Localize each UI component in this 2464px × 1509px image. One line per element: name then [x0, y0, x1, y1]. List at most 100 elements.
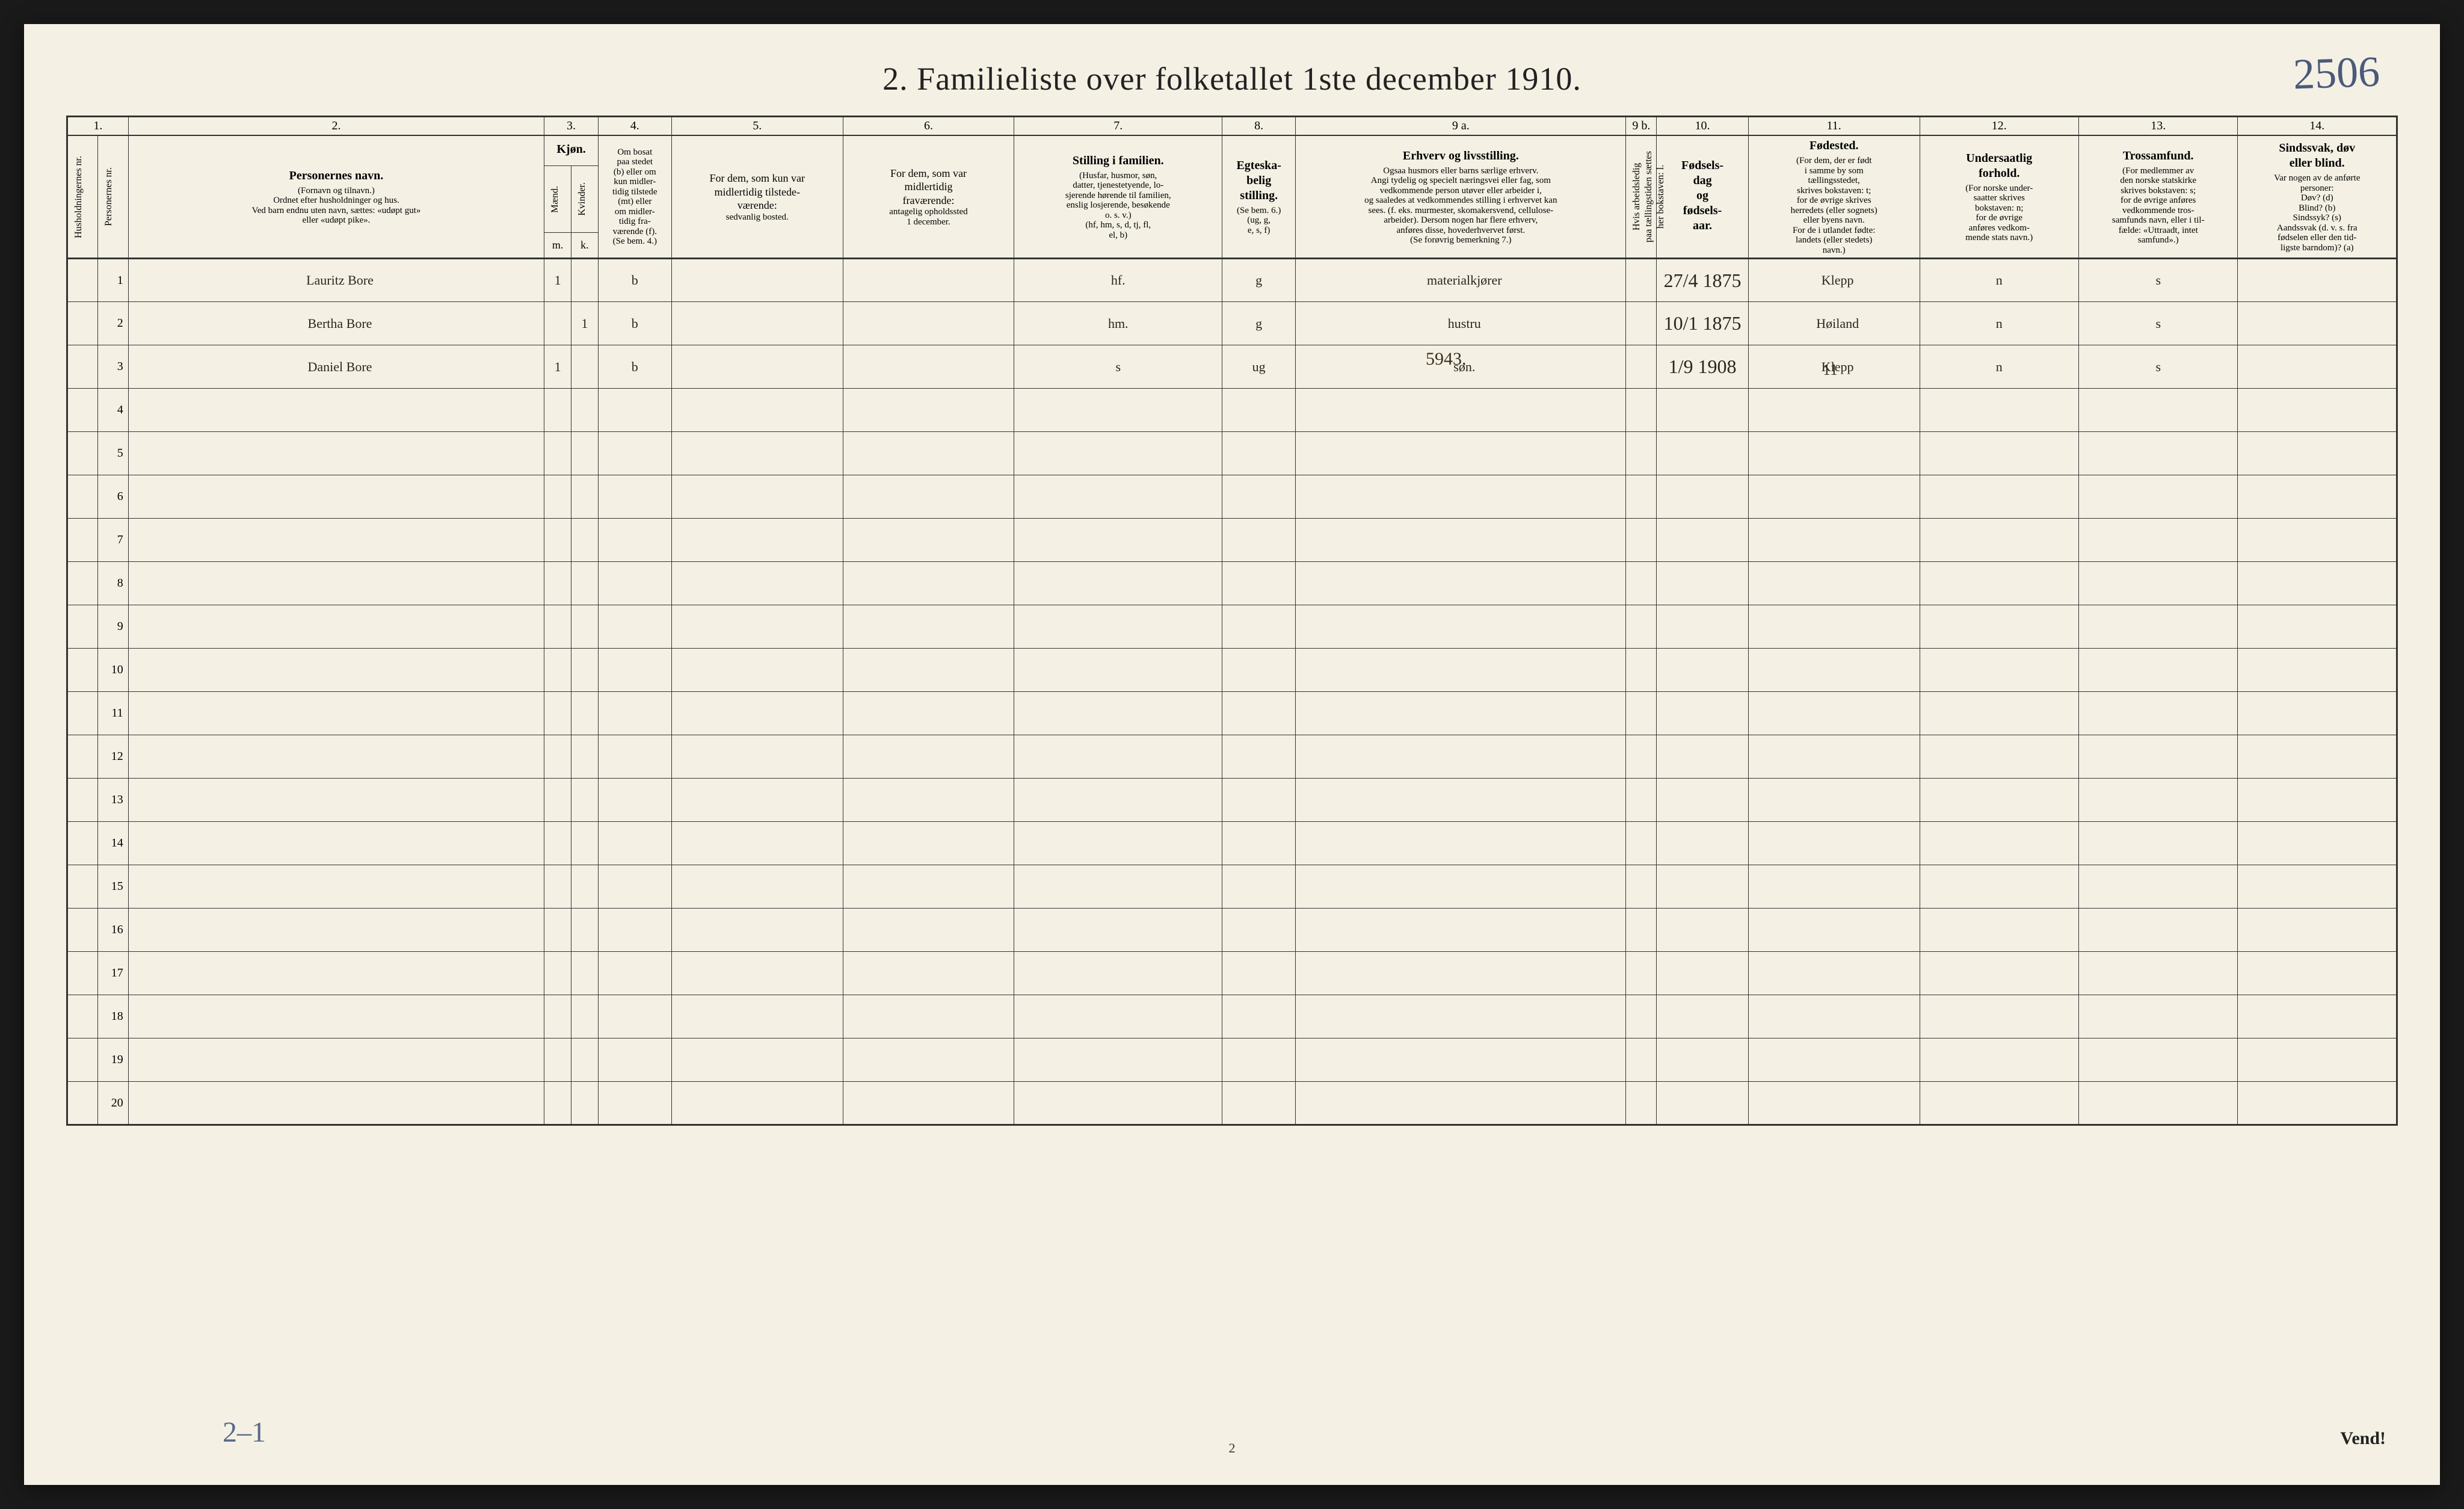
- cell: b: [598, 259, 671, 302]
- cell: [2079, 562, 2238, 605]
- cell: [128, 649, 544, 692]
- column-number: 13.: [2079, 117, 2238, 136]
- cell: [2079, 779, 2238, 822]
- cell: [598, 1082, 671, 1125]
- cell: [671, 519, 843, 562]
- cell: [571, 735, 599, 779]
- cell: [598, 605, 671, 649]
- column-number: 10.: [1657, 117, 1749, 136]
- column-number: 6.: [843, 117, 1014, 136]
- cell: [1920, 995, 2078, 1038]
- cell: [2079, 649, 2238, 692]
- cell: [544, 952, 571, 995]
- cell: [128, 432, 544, 475]
- cell: [1296, 432, 1626, 475]
- cell: [1222, 1038, 1296, 1082]
- cell: [1014, 562, 1222, 605]
- col-maend: Mænd.: [548, 180, 562, 219]
- cell: [1014, 822, 1222, 865]
- cell: [598, 475, 671, 519]
- cell: [2079, 605, 2238, 649]
- cell: [843, 995, 1014, 1038]
- cell: [1748, 1038, 1920, 1082]
- cell: [671, 432, 843, 475]
- cell: [1222, 475, 1296, 519]
- cell: [671, 649, 843, 692]
- cell: 12: [97, 735, 128, 779]
- cell: [1222, 822, 1296, 865]
- col-husholdning-nr: Husholdningernes nr.: [72, 150, 86, 244]
- cell: [1748, 649, 1920, 692]
- table-row-empty: 20: [67, 1082, 2397, 1125]
- cell: [1014, 735, 1222, 779]
- cell: [1014, 1038, 1222, 1082]
- cell: [598, 909, 671, 952]
- table-row: 2Bertha Bore1bhm.ghustru10/1 1875Høiland…: [67, 302, 2397, 345]
- cell: [1626, 432, 1657, 475]
- page-title: 2. Familieliste over folketallet 1ste de…: [66, 60, 2398, 97]
- cell: [1014, 909, 1222, 952]
- cell: [598, 952, 671, 995]
- cell: 9: [97, 605, 128, 649]
- census-table: 1.2.3.4.5.6.7.8.9 a.9 b.10.11.12.13.14. …: [66, 116, 2398, 1126]
- cell: [598, 735, 671, 779]
- cell: [1748, 995, 1920, 1038]
- table-row: 3Daniel Bore1bsugsøn.1/9 1908Kleppns: [67, 345, 2397, 389]
- cell: [2238, 345, 2397, 389]
- cell: [571, 865, 599, 909]
- cell: [1014, 692, 1222, 735]
- cell: [671, 865, 843, 909]
- col-11-header: Fødested. (For dem, der er født i samme …: [1748, 135, 1920, 259]
- cell: 1/9 1908: [1657, 345, 1749, 389]
- column-number: 7.: [1014, 117, 1222, 136]
- table-row-empty: 17: [67, 952, 2397, 995]
- cell: [67, 1038, 98, 1082]
- table-header: 1.2.3.4.5.6.7.8.9 a.9 b.10.11.12.13.14. …: [67, 117, 2397, 259]
- cell: [1657, 952, 1749, 995]
- cell: [544, 995, 571, 1038]
- cell: [843, 822, 1014, 865]
- cell: [671, 345, 843, 389]
- cell: [128, 605, 544, 649]
- cell: [1748, 779, 1920, 822]
- cell: [1626, 519, 1657, 562]
- cell: [598, 692, 671, 735]
- col-5-header: For dem, som kun var midlertidig tilsted…: [671, 135, 843, 259]
- cell: 16: [97, 909, 128, 952]
- cell: [671, 302, 843, 345]
- annotation-11: 11: [1823, 361, 1838, 379]
- cell: [67, 692, 98, 735]
- cell: [1222, 909, 1296, 952]
- cell: [671, 389, 843, 432]
- cell: n: [1920, 345, 2078, 389]
- cell: 14: [97, 822, 128, 865]
- cell: [128, 475, 544, 519]
- table-container: 1.2.3.4.5.6.7.8.9 a.9 b.10.11.12.13.14. …: [66, 116, 2398, 1126]
- cell: [1920, 909, 2078, 952]
- header-row-main: Husholdningernes nr. Personernes nr. Per…: [67, 135, 2397, 166]
- cell: [67, 259, 98, 302]
- table-row-empty: 6: [67, 475, 2397, 519]
- table-row-empty: 4: [67, 389, 2397, 432]
- cell: [1920, 649, 2078, 692]
- cell: [67, 302, 98, 345]
- col-kjon-header: Kjøn.: [544, 135, 599, 166]
- cell: [2079, 519, 2238, 562]
- table-row-empty: 15: [67, 865, 2397, 909]
- cell: [544, 735, 571, 779]
- cell: [1920, 1038, 2078, 1082]
- cell: [843, 345, 1014, 389]
- cell: [2238, 432, 2397, 475]
- cell: [1920, 779, 2078, 822]
- cell: [843, 519, 1014, 562]
- cell: Lauritz Bore: [128, 259, 544, 302]
- cell: [2079, 735, 2238, 779]
- cell: [1748, 865, 1920, 909]
- cell: [671, 562, 843, 605]
- column-number: 1.: [67, 117, 129, 136]
- column-number: 5.: [671, 117, 843, 136]
- cell: [671, 1038, 843, 1082]
- cell: [128, 865, 544, 909]
- column-number-row: 1.2.3.4.5.6.7.8.9 a.9 b.10.11.12.13.14.: [67, 117, 2397, 136]
- cell: n: [1920, 259, 2078, 302]
